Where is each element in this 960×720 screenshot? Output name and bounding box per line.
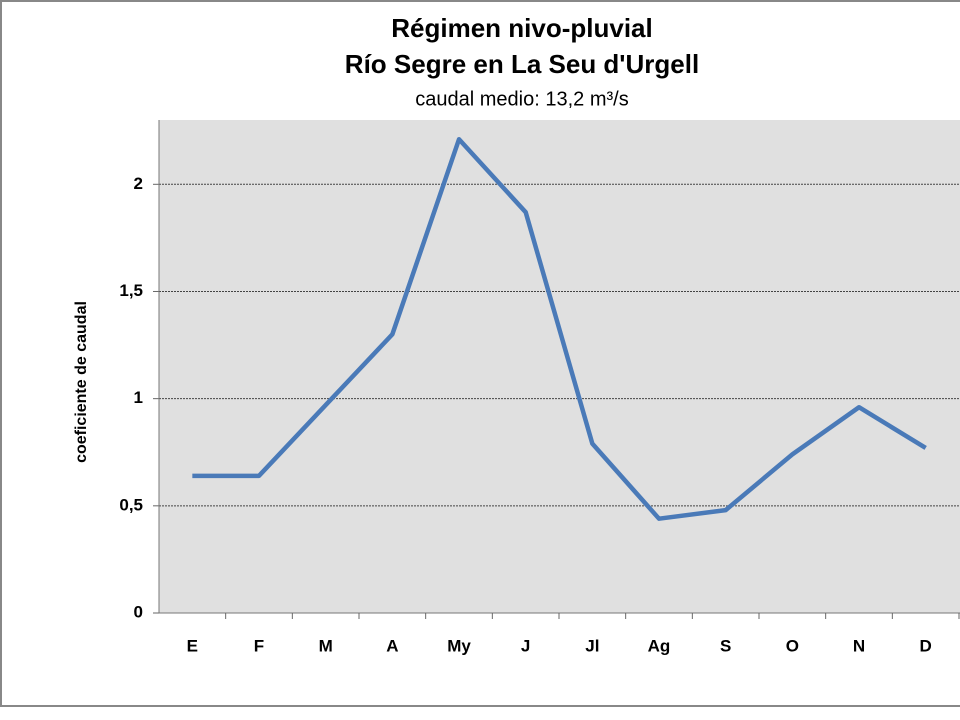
chart-subtitle: caudal medio: 13,2 m³/s — [415, 88, 628, 110]
x-tick-label: Ag — [648, 636, 671, 655]
y-tick-label: 1,5 — [119, 281, 143, 300]
y-tick-label: 1 — [134, 388, 143, 407]
x-tick-label: S — [720, 636, 731, 655]
y-tick-label: 0,5 — [119, 495, 143, 514]
x-tick-label: O — [786, 636, 799, 655]
x-tick-label: N — [853, 636, 865, 655]
y-axis-label: coeficiente de caudal — [73, 301, 90, 463]
y-tick-label: 2 — [134, 174, 143, 193]
data-line — [192, 137, 927, 521]
x-tick-label: Jl — [585, 636, 599, 655]
x-tick-label: J — [521, 636, 530, 655]
x-tick-label: My — [447, 636, 471, 655]
plot-area — [159, 120, 960, 613]
x-tick-label: M — [319, 636, 333, 655]
x-tick-label: A — [386, 636, 398, 655]
chart-title: Régimen nivo-pluvial — [391, 13, 653, 43]
x-tick-label: D — [920, 636, 932, 655]
chart-subtitle: Río Segre en La Seu d'Urgell — [345, 49, 699, 79]
x-tick-label: F — [254, 636, 264, 655]
x-tick-label: E — [187, 636, 198, 655]
y-tick-label: 0 — [134, 602, 143, 621]
